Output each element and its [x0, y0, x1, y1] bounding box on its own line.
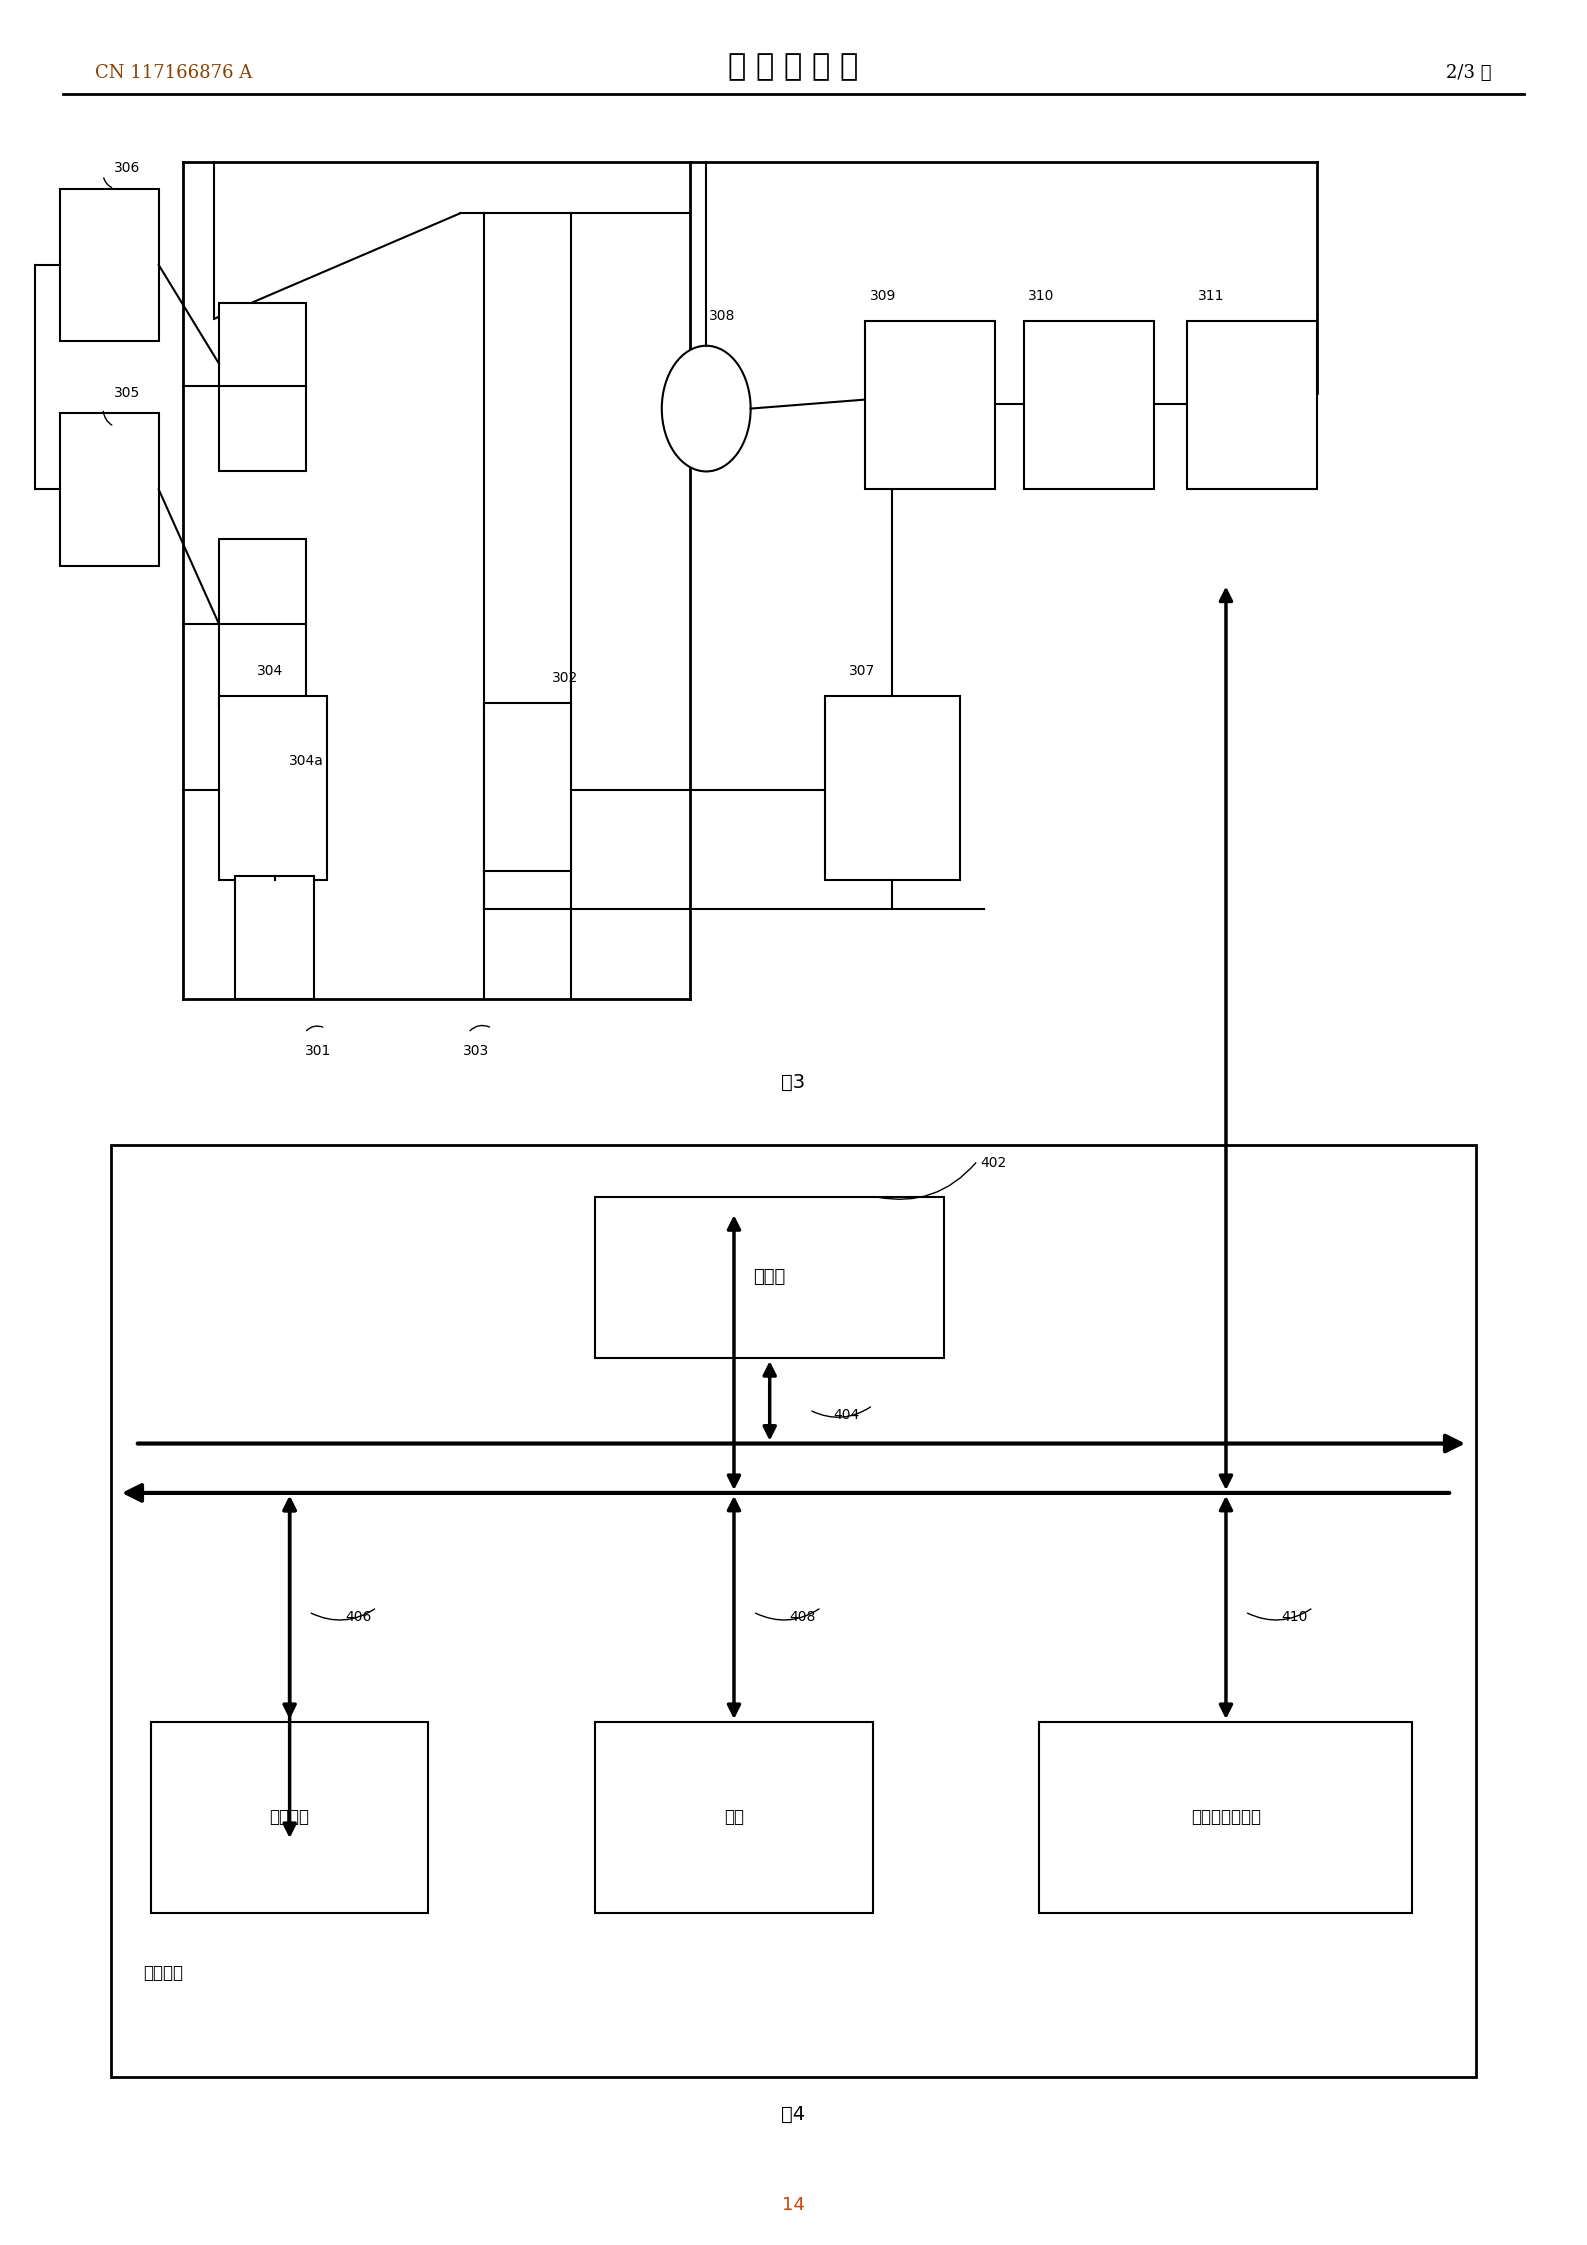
Text: 内存: 内存: [724, 1807, 744, 1827]
Text: 406: 406: [346, 1610, 371, 1623]
Text: 301: 301: [305, 1044, 332, 1057]
Text: 311: 311: [1198, 290, 1225, 303]
Text: 处理器: 处理器: [754, 1268, 786, 1286]
Text: 410: 410: [1282, 1610, 1308, 1623]
Text: 303: 303: [463, 1044, 490, 1057]
Text: 402: 402: [981, 1156, 1008, 1170]
Bar: [595, 1197, 944, 1358]
Text: 内部总线: 内部总线: [773, 1459, 814, 1477]
Bar: [151, 1722, 428, 1913]
Bar: [235, 876, 314, 999]
Text: 304: 304: [257, 665, 284, 678]
Text: 306: 306: [114, 162, 141, 175]
Bar: [1024, 321, 1154, 489]
Text: 2/3 页: 2/3 页: [1446, 63, 1492, 81]
Text: 图3: 图3: [781, 1073, 806, 1091]
Text: 404: 404: [833, 1408, 860, 1421]
Bar: [219, 303, 306, 471]
Text: CN 117166876 A: CN 117166876 A: [95, 63, 252, 81]
Text: 307: 307: [849, 665, 876, 678]
Bar: [484, 703, 571, 871]
Text: 408: 408: [790, 1610, 816, 1623]
Text: 网络接口: 网络接口: [270, 1807, 309, 1827]
Text: 说 明 书 附 图: 说 明 书 附 图: [728, 52, 859, 81]
Circle shape: [662, 346, 751, 471]
Text: 309: 309: [870, 290, 897, 303]
Bar: [60, 189, 159, 341]
Text: 14: 14: [782, 2196, 805, 2214]
Text: 电子设备: 电子设备: [143, 1964, 183, 1982]
Text: 302: 302: [552, 671, 579, 685]
Bar: [1187, 321, 1317, 489]
Bar: [60, 413, 159, 566]
Text: 304a: 304a: [289, 754, 324, 768]
Text: 图4: 图4: [781, 2106, 806, 2124]
Bar: [595, 1722, 873, 1913]
Text: 非易失性存储器: 非易失性存储器: [1190, 1807, 1262, 1827]
Bar: [865, 321, 995, 489]
Text: 305: 305: [114, 386, 141, 400]
Bar: [825, 696, 960, 880]
Text: 310: 310: [1028, 290, 1055, 303]
Bar: [167, 1441, 1420, 1495]
Bar: [1039, 1722, 1412, 1913]
Bar: [111, 1145, 1476, 2077]
Text: 308: 308: [709, 310, 736, 323]
Bar: [219, 696, 327, 880]
Bar: [219, 539, 306, 707]
